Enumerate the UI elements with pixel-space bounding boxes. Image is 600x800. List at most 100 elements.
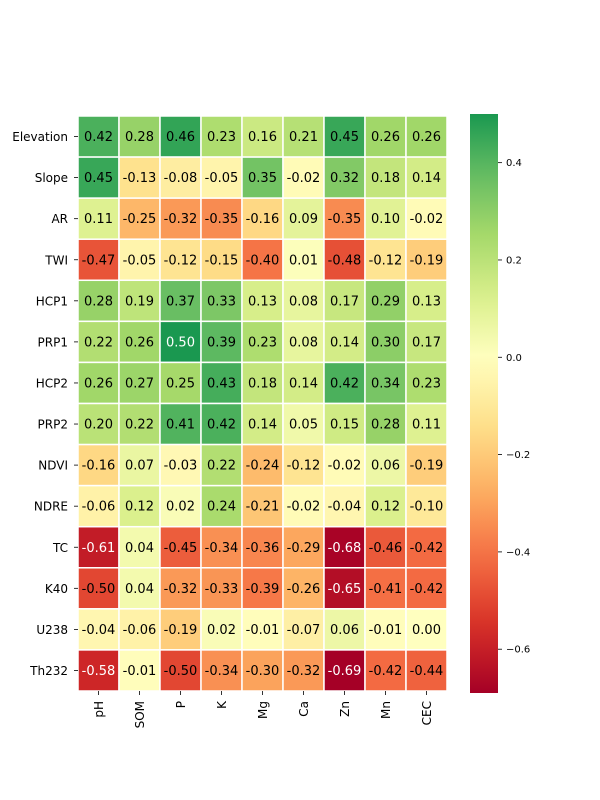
cell-value-label: 0.33 <box>207 294 236 309</box>
cell-value-label: 0.17 <box>412 335 441 350</box>
cell-value-label: 0.50 <box>166 335 195 350</box>
cell-value-label: 0.02 <box>166 500 195 515</box>
heatmap-cell-AR-Mg <box>241 197 284 240</box>
cell-value-label: -0.19 <box>410 459 444 474</box>
cell-value-label: -0.25 <box>123 212 157 227</box>
cell-value-label: 0.15 <box>330 418 359 433</box>
cell-value-label: -0.48 <box>328 253 362 268</box>
row-label-TWI: TWI <box>44 253 68 267</box>
cell-value-label: -0.42 <box>410 541 444 556</box>
cell-value-label: 0.14 <box>412 171 441 186</box>
cell-value-label: 0.07 <box>125 459 154 474</box>
heatmap-cell-TWI-SOM <box>118 238 161 282</box>
cell-value-label: -0.45 <box>164 541 198 556</box>
row-label-Slope: Slope <box>35 171 68 185</box>
heatmap-cell-NDVI-Ca <box>282 443 325 487</box>
cell-value-label: -0.58 <box>82 664 116 679</box>
cell-value-label: -0.29 <box>287 541 321 556</box>
heatmap-cell-TC-Zn <box>323 525 366 569</box>
cell-value-label: 0.26 <box>84 376 113 391</box>
cell-value-label: -0.12 <box>287 459 321 474</box>
cell-value-label: -0.21 <box>246 500 280 515</box>
cell-value-label: -0.15 <box>205 253 239 268</box>
heatmap-cell-NDRE-Mn <box>364 484 407 528</box>
cell-value-label: 0.39 <box>207 335 236 350</box>
cell-value-label: -0.50 <box>164 664 198 679</box>
cell-value-label: -0.26 <box>287 582 321 597</box>
heatmap-cell-NDRE-Ca <box>282 484 325 528</box>
cell-value-label: -0.68 <box>328 541 362 556</box>
cell-value-label: 0.34 <box>371 376 400 391</box>
heatmap-cell-U238-K <box>200 608 243 651</box>
cell-value-label: 0.17 <box>330 294 359 309</box>
cell-value-label: -0.05 <box>123 253 157 268</box>
heatmap-cell-K40-K <box>200 567 243 610</box>
cell-value-label: 0.26 <box>125 335 154 350</box>
cell-value-label: -0.16 <box>246 212 280 227</box>
heatmap-cell-AR-pH <box>77 197 120 240</box>
heatmap-cell-Slope-Mn <box>364 156 407 199</box>
cell-value-label: -0.05 <box>205 171 239 186</box>
heatmap-cell-HCP2-pH <box>77 361 120 405</box>
cell-value-label: -0.69 <box>328 664 362 679</box>
cell-value-label: -0.19 <box>164 623 198 638</box>
heatmap-cell-Elevation-Mn <box>364 115 407 158</box>
heatmap-cell-Slope-Mg <box>241 156 284 199</box>
colorbar: 0.4 0.2 0.0 −0.2 −0.4 −0.6 <box>470 114 530 693</box>
row-label-TC: TC <box>52 541 68 555</box>
heatmap-cell-NDRE-K <box>200 484 243 528</box>
cell-value-label: -0.35 <box>328 212 362 227</box>
cell-value-label: 0.12 <box>371 500 400 515</box>
heatmap-cell-NDRE-Zn <box>323 484 366 528</box>
cell-value-label: 0.11 <box>412 418 441 433</box>
heatmap-cell-PRP1-Mg <box>241 320 284 364</box>
heatmap-cell-NDVI-SOM <box>118 443 161 487</box>
cell-value-label: -0.03 <box>164 459 198 474</box>
colorbar-gradient <box>470 114 498 693</box>
cell-value-label: 0.06 <box>371 459 400 474</box>
colorbar-tick-label: 0.4 <box>506 158 522 169</box>
colorbar-tick-label: −0.4 <box>506 547 530 558</box>
column-label-Ca: Ca <box>297 701 311 717</box>
heatmap-cell-HCP1-CEC <box>405 279 448 323</box>
cell-value-label: 0.10 <box>371 212 400 227</box>
heatmap-cell-AR-CEC <box>405 197 448 240</box>
cell-value-label: -0.24 <box>246 459 280 474</box>
cell-value-label: -0.06 <box>82 500 116 515</box>
heatmap-cell-HCP2-Mg <box>241 361 284 405</box>
column-label-CEC: CEC <box>420 701 434 725</box>
cell-value-label: -0.01 <box>123 664 157 679</box>
cell-value-label: -0.04 <box>82 623 116 638</box>
cell-value-label: 0.05 <box>289 418 318 433</box>
cell-value-label: -0.19 <box>410 253 444 268</box>
heatmap-cell-Elevation-Ca <box>282 115 325 158</box>
cell-value-label: -0.50 <box>82 582 116 597</box>
column-label-pH: pH <box>92 701 106 718</box>
colorbar-tick-label: 0.2 <box>506 255 522 266</box>
cell-value-label: -0.02 <box>287 500 321 515</box>
heatmap-cell-AR-SOM <box>118 197 161 240</box>
cell-value-label: 0.22 <box>84 335 113 350</box>
cell-value-label: -0.06 <box>123 623 157 638</box>
column-label-P: P <box>174 701 188 708</box>
cell-value-label: 0.01 <box>289 253 318 268</box>
cell-value-label: 0.42 <box>207 418 236 433</box>
cell-value-label: 0.09 <box>289 212 318 227</box>
row-label-K40: K40 <box>45 582 68 596</box>
cell-value-label: -0.02 <box>287 171 321 186</box>
heatmap-cell-TC-Ca <box>282 525 325 569</box>
cell-value-label: -0.61 <box>82 541 116 556</box>
heatmap-cell-Th232-CEC <box>405 649 448 692</box>
row-label-NDRE: NDRE <box>34 500 68 514</box>
cell-value-label: 0.13 <box>248 294 277 309</box>
heatmap-cell-NDVI-P <box>159 443 202 487</box>
cell-value-label: 0.21 <box>289 130 318 145</box>
cell-value-label: 0.35 <box>248 171 277 186</box>
heatmap-cell-Slope-Zn <box>323 156 366 199</box>
heatmap-cell-PRP1-pH <box>77 320 120 364</box>
cell-value-label: 0.25 <box>166 376 195 391</box>
heatmap-cell-PRP2-P <box>159 402 202 446</box>
heatmap-cell-HCP2-Zn <box>323 361 366 405</box>
cell-value-label: 0.18 <box>371 171 400 186</box>
cell-value-label: 0.08 <box>289 294 318 309</box>
